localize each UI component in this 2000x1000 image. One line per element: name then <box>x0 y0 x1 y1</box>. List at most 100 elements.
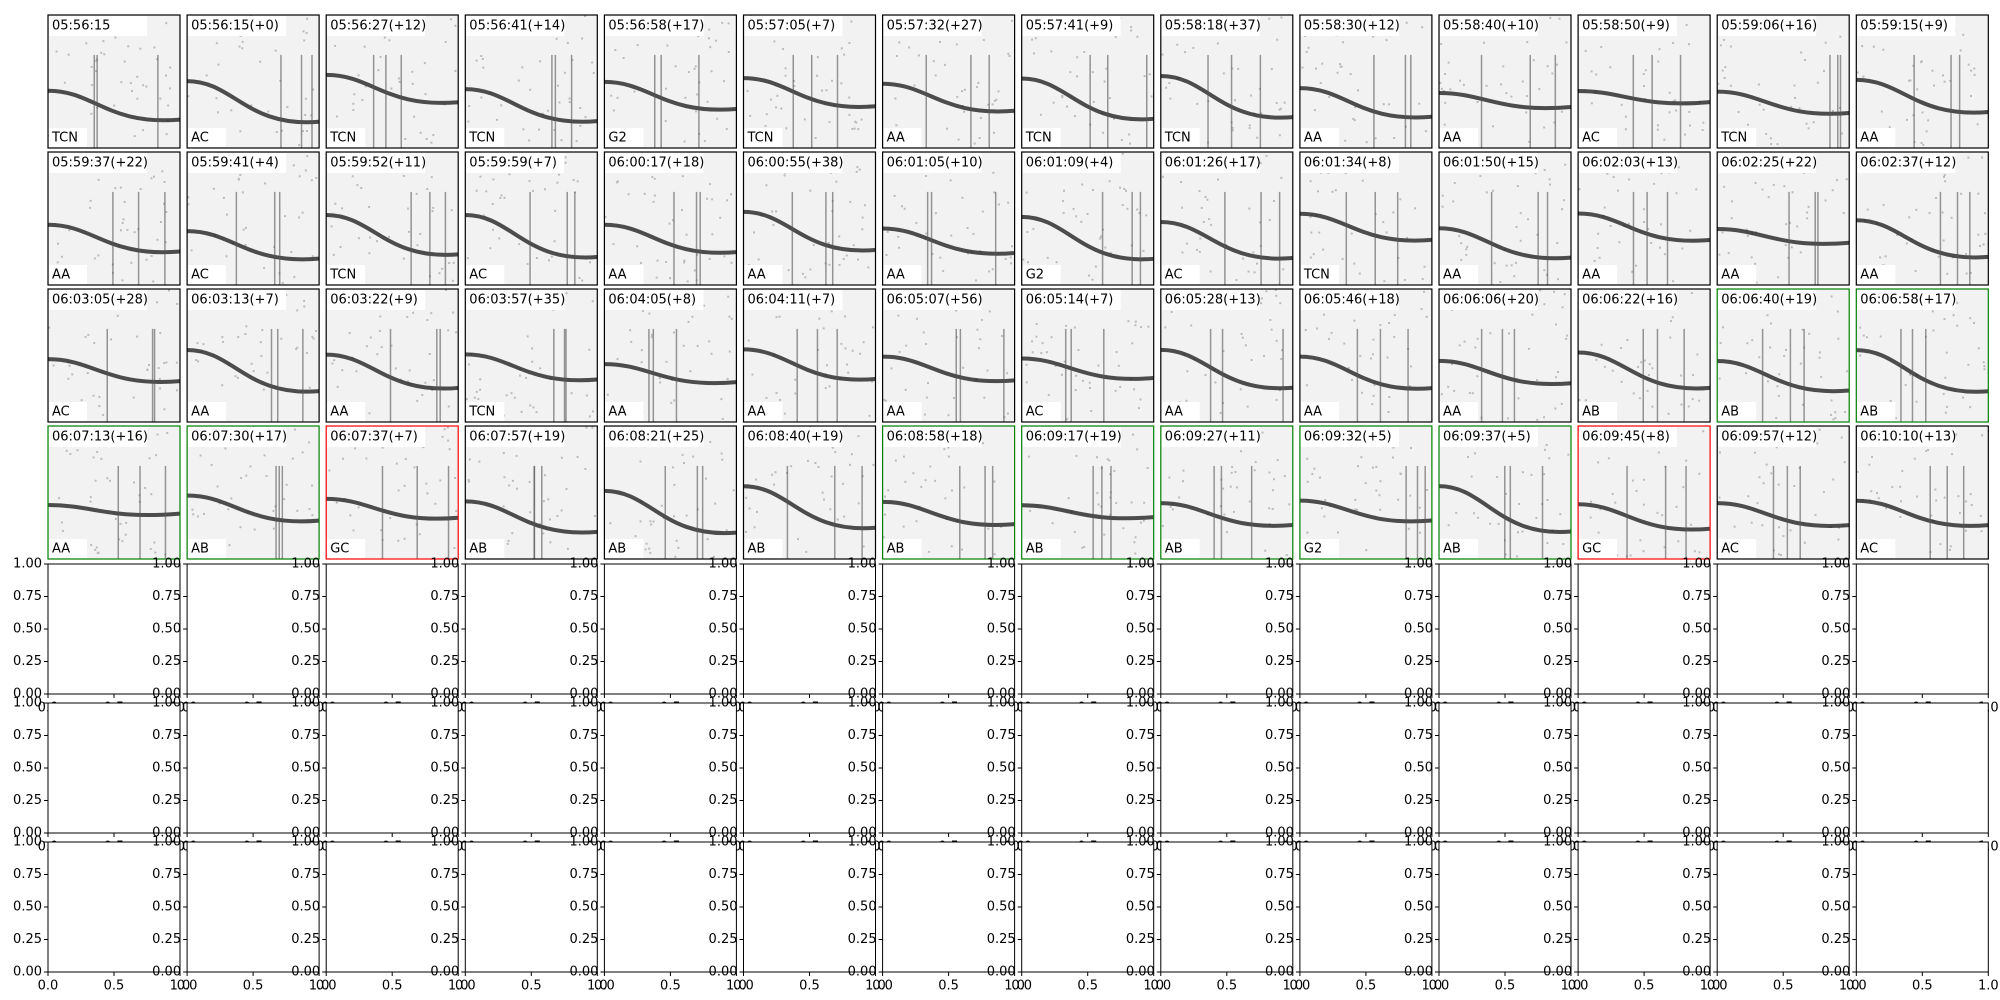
time-bg <box>466 153 565 173</box>
noise <box>1185 399 1188 402</box>
noise <box>1556 242 1559 245</box>
panel-border <box>742 425 877 560</box>
noise <box>377 69 380 72</box>
noise <box>150 493 153 496</box>
spectrogram-panel: 06:01:34(+8)TCN <box>1299 151 1433 286</box>
noise <box>1616 554 1619 557</box>
noise <box>1539 289 1542 292</box>
panel-label: G2 <box>1304 542 1322 557</box>
noise <box>1870 490 1873 493</box>
noise <box>665 261 668 264</box>
noise <box>1117 364 1120 367</box>
noise <box>1590 500 1593 503</box>
noise <box>402 257 405 260</box>
noise <box>168 289 171 292</box>
noise <box>606 393 609 396</box>
spectrogram-panel: 06:02:37(+12)AA <box>1855 151 1989 286</box>
noise <box>1409 447 1412 450</box>
y-tick-label: 0.00 <box>569 826 598 841</box>
noise <box>58 497 61 500</box>
spectrogram-panel: 05:56:58(+17)G2 <box>603 14 738 149</box>
noise <box>1168 476 1171 479</box>
noise <box>1882 48 1885 51</box>
noise <box>843 53 846 56</box>
y-tick-label: 0.50 <box>430 761 459 776</box>
noise <box>482 66 485 69</box>
noise <box>1477 516 1480 519</box>
noise <box>749 114 752 117</box>
y-tick-label: 0.00 <box>1265 826 1294 841</box>
noise <box>1689 229 1692 232</box>
noise <box>1382 103 1385 106</box>
y-tick-label: 0.50 <box>1265 900 1294 915</box>
noise <box>895 124 898 127</box>
noise <box>902 525 905 528</box>
noise <box>1620 103 1623 106</box>
noise <box>356 184 359 187</box>
noise <box>132 396 135 399</box>
noise <box>1653 182 1656 185</box>
noise <box>97 551 100 554</box>
noise <box>904 480 907 483</box>
noise <box>149 548 152 551</box>
noise <box>957 138 960 141</box>
noise <box>887 489 890 492</box>
call-trace <box>1856 77 1989 115</box>
noise <box>1260 297 1263 300</box>
noise <box>1200 206 1203 209</box>
panel-time: 06:04:05(+8) <box>608 293 696 308</box>
noise <box>616 96 619 99</box>
y-tick-label: 0.25 <box>1821 793 1850 808</box>
panel-label: AB <box>887 542 905 557</box>
noise <box>1530 473 1533 476</box>
noise <box>1032 227 1035 230</box>
spectrogram-image <box>1021 426 1154 559</box>
noise <box>365 345 368 348</box>
noise <box>1949 545 1952 548</box>
noise <box>1268 219 1271 222</box>
noise <box>1103 533 1106 536</box>
noise <box>773 40 776 43</box>
noise <box>1967 363 1970 366</box>
noise <box>960 90 963 93</box>
noise <box>897 314 900 317</box>
noise <box>304 169 307 172</box>
panel-border <box>464 288 598 423</box>
panel-time: 06:03:13(+7) <box>191 293 279 308</box>
noise <box>609 522 612 525</box>
noise <box>394 367 397 370</box>
time-bg <box>327 16 426 36</box>
spectrogram-panel: 05:59:52(+11)TCN <box>325 151 459 286</box>
noise <box>1747 123 1750 126</box>
noise <box>286 106 289 109</box>
panel-border <box>1577 151 1711 286</box>
noise <box>310 179 313 182</box>
axes-frame <box>1299 841 1433 973</box>
noise <box>308 386 311 389</box>
noise <box>1969 406 1972 409</box>
noise <box>783 174 786 177</box>
y-tick-label: 1.00 <box>291 835 320 850</box>
y-tick-label: 0.25 <box>569 793 598 808</box>
noise <box>1313 109 1316 112</box>
noise <box>237 336 240 339</box>
noise <box>816 74 819 77</box>
y-tick-label: 0.75 <box>291 728 320 743</box>
y-tick-label: 0.75 <box>1404 867 1433 882</box>
noise <box>1925 130 1928 133</box>
noise <box>728 315 731 318</box>
noise <box>116 314 119 317</box>
noise <box>452 261 455 264</box>
y-tick-label: 0.00 <box>152 687 181 702</box>
noise <box>1868 463 1871 466</box>
empty-axes: 0.000.250.500.751.000.00.51.0 <box>1682 557 1859 716</box>
noise <box>1599 508 1602 511</box>
noise <box>293 428 296 431</box>
axes-frame <box>47 841 181 973</box>
noise <box>1549 183 1552 186</box>
noise <box>380 346 383 349</box>
panel-time: 06:10:10(+13) <box>1860 430 1956 445</box>
panel-border <box>464 151 598 286</box>
noise <box>1455 511 1458 514</box>
